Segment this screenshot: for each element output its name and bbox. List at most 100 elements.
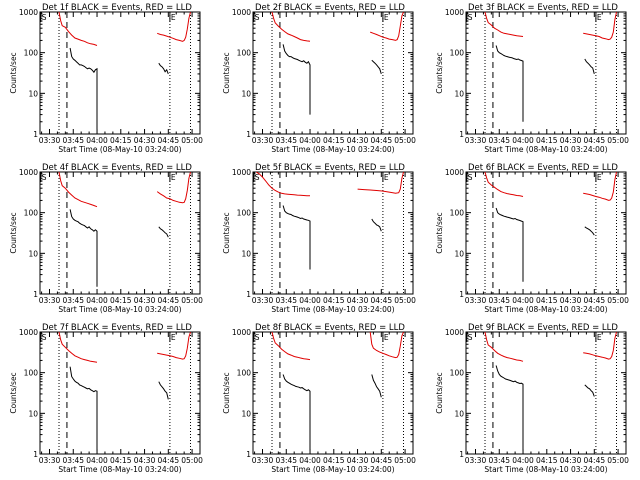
x-tick-label: 05:00 [607,136,629,145]
panel-title: Det 8f BLACK = Events, RED = LLD [255,323,405,333]
events-series-line [282,205,311,270]
x-tick-label: 04:00 [86,136,108,145]
lld-series-line [583,172,617,201]
lld-series-line [357,172,404,194]
x-tick-label: 03:30 [465,136,487,145]
x-tick-label: 04:00 [86,296,108,305]
lld-series-line [369,332,404,359]
lld-series-line [157,332,191,360]
x-tick-label: 03:45 [488,296,510,305]
lld-series-line [583,332,617,360]
x-tick-label: 04:45 [584,456,606,465]
flag-label: S [42,13,47,22]
x-axis-label: Start Time (08-May-10 03:24:00) [484,305,607,314]
plot-frame [465,331,627,455]
series-group [484,172,617,282]
y-tick-label: 1 [459,290,464,299]
y-axis-label: Counts/sec [222,372,231,413]
x-axis-label: Start Time (08-May-10 03:24:00) [271,465,394,474]
x-tick-label: 03:45 [275,296,297,305]
x-tick-label: 04:00 [512,456,534,465]
x-tick-label: 04:30 [347,296,369,305]
x-tick-label: 03:45 [62,136,84,145]
y-tick-label: 100 [237,209,252,218]
lld-series-line [271,332,311,361]
events-series-line [495,45,524,122]
x-tick-label: 04:45 [371,136,393,145]
plot-frame [39,171,201,295]
series-group [271,12,404,115]
y-axis-label: Counts/sec [435,372,444,413]
events-series-line [371,374,382,398]
plot-frame [465,11,627,135]
x-tick-label: 05:00 [607,296,629,305]
x-tick-label: 04:15 [323,136,345,145]
panel-title: Det 1f BLACK = Events, RED = LLD [42,3,192,13]
y-tick-label: 100 [237,369,252,378]
x-tick-label: 03:45 [275,456,297,465]
x-tick-label: 04:15 [536,296,558,305]
y-axis-label: Counts/sec [222,52,231,93]
x-tick-label: 04:00 [299,296,321,305]
y-tick-label: 1 [33,290,38,299]
flag-label: E [171,333,176,342]
lld-series-line [58,332,98,363]
x-tick-label: 05:00 [181,456,203,465]
y-tick-label: 10 [28,89,38,98]
flag-label: S [42,173,47,182]
y-tick-label: 1 [33,450,38,459]
y-tick-label: 10 [454,89,464,98]
y-tick-label: 1000 [232,168,251,177]
y-axis-label: Counts/sec [222,212,231,253]
flag-label: S [468,13,473,22]
panel-title: Det 3f BLACK = Events, RED = LLD [468,3,618,13]
events-series-line [371,218,382,232]
y-axis-label: Counts/sec [435,52,444,93]
y-tick-label: 100 [237,49,252,58]
x-tick-label: 05:00 [181,296,203,305]
events-series-line [584,384,595,397]
events-series-line [495,365,524,451]
x-tick-label: 04:30 [560,296,582,305]
plot-frame [39,11,201,135]
x-tick-label: 03:45 [62,456,84,465]
lld-series-line [156,172,191,204]
events-series-line [495,207,524,282]
panel-det-5: Det 5f BLACK = Events, RED = LLD 1 10 100 10… [222,163,416,314]
series-group [484,12,617,122]
x-tick-label: 04:30 [560,456,582,465]
y-tick-label: 1000 [232,328,251,337]
x-tick-label: 04:45 [158,456,180,465]
x-tick-label: 04:15 [323,456,345,465]
flag-label: S [468,173,473,182]
lld-series-line [484,12,524,37]
flag-label: E [384,13,389,22]
x-tick-label: 04:45 [158,296,180,305]
x-tick-label: 04:45 [371,296,393,305]
x-tick-label: 04:45 [371,456,393,465]
y-tick-label: 1000 [19,328,38,337]
flag-label: E [597,333,602,342]
y-tick-label: 100 [24,369,39,378]
y-tick-label: 10 [28,249,38,258]
events-series-line [371,59,382,75]
panel-title: Det 7f BLACK = Events, RED = LLD [42,323,192,333]
x-tick-label: 04:00 [299,136,321,145]
lld-series-line [157,12,191,42]
x-tick-label: 04:30 [134,456,156,465]
x-tick-label: 05:00 [181,136,203,145]
y-tick-label: 1000 [445,168,464,177]
events-series-line [158,62,169,75]
series-group [255,172,404,270]
series-group [58,172,191,287]
x-tick-label: 03:30 [252,136,274,145]
y-tick-label: 10 [241,249,251,258]
x-tick-label: 05:00 [607,456,629,465]
y-tick-label: 100 [24,49,39,58]
flag-label: E [597,173,602,182]
x-tick-label: 04:30 [134,136,156,145]
plot-frame [39,331,201,455]
x-tick-label: 04:15 [110,296,132,305]
panel-title: Det 4f BLACK = Events, RED = LLD [42,163,192,173]
